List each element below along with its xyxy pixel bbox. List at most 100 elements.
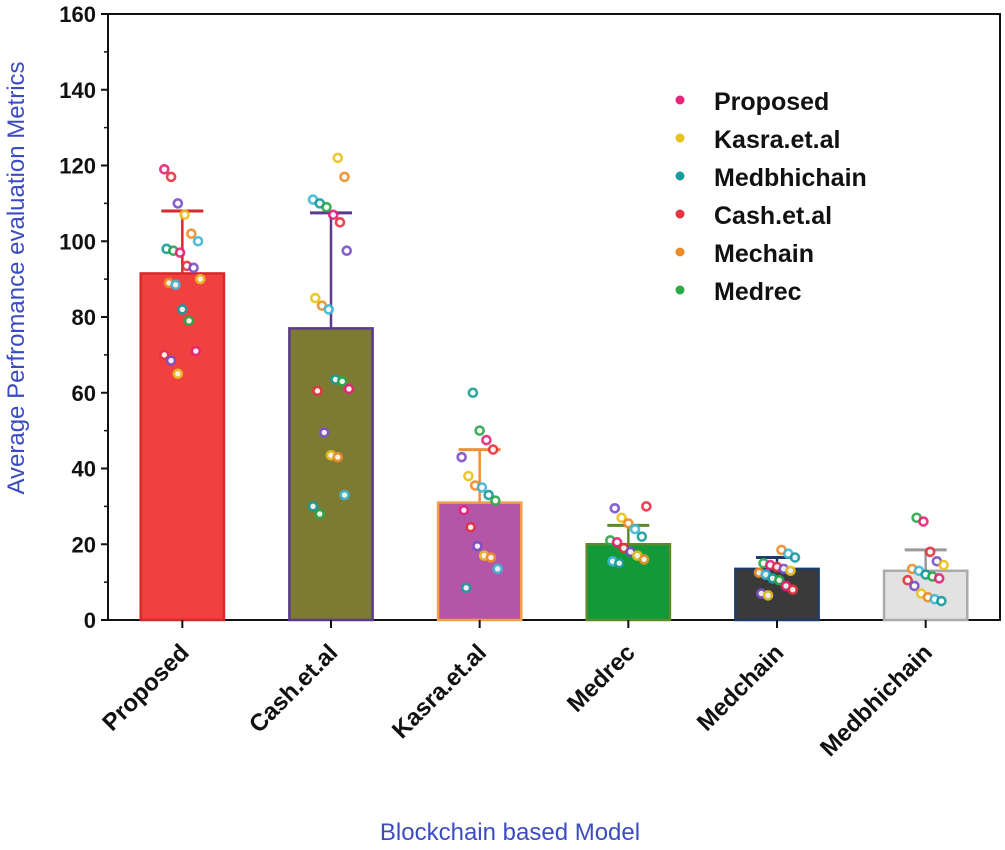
scatter-point [623, 518, 634, 529]
legend-marker [675, 285, 685, 295]
legend-marker [675, 95, 685, 105]
scatter-point [476, 482, 488, 493]
scatter-point [327, 209, 339, 221]
scatter-point [195, 273, 206, 285]
scatter-point [490, 495, 501, 506]
scatter-point [318, 427, 330, 438]
scatter-point [336, 376, 348, 387]
scatter-point [458, 504, 470, 516]
scatter-point [787, 584, 799, 596]
scatter-point [309, 292, 321, 304]
y-tick-label: 0 [84, 608, 96, 633]
x-tick-label: Kasra.et.al [387, 639, 492, 744]
bar-cash-et-al [288, 327, 374, 622]
scatter-point [192, 235, 204, 247]
scatter-point [902, 574, 913, 586]
scatter-point [785, 565, 796, 577]
scatter-point [614, 557, 625, 569]
scatter-point [924, 546, 936, 558]
scatter-point [487, 444, 499, 455]
x-tick-label: Medchain [692, 639, 789, 736]
scatter-point [456, 451, 467, 463]
error-bar-group [161, 209, 947, 571]
legend-marker [675, 247, 685, 257]
scatter-point [909, 580, 920, 592]
scatter-point [172, 198, 184, 209]
legend: Proposed Kasra.et.al Medbhichain Cash.et.al… [675, 88, 867, 306]
legend-marker [675, 209, 685, 219]
scatter-point [332, 152, 344, 164]
scatter-point [474, 425, 485, 436]
bar-group [139, 272, 969, 622]
scatter-point [172, 368, 184, 380]
scatter-point [638, 554, 650, 565]
scatter-point [465, 521, 476, 533]
y-axis-title: Average Perfromance evaluation Metrics [3, 61, 30, 494]
scatter-point [339, 171, 350, 183]
y-tick-label: 140 [59, 78, 96, 103]
scatter-point [307, 501, 319, 512]
scatter-point [159, 349, 170, 361]
scatter-point [611, 537, 623, 548]
y-tick-label: 160 [59, 2, 96, 27]
x-tick-label: Medrec [562, 639, 641, 718]
y-tick-label: 60 [72, 381, 96, 406]
scatter-point-group [159, 152, 949, 607]
x-tick-label: Cash.et.al [244, 639, 343, 738]
scatter-point [463, 470, 474, 482]
y-axis: 0 20 40 60 80 100 120 140 160 [59, 2, 108, 633]
legend-label: Kasra.et.al [714, 126, 840, 154]
legend-label: Mechain [714, 240, 814, 268]
scatter-point [341, 245, 353, 257]
scatter-point [174, 247, 186, 258]
scatter-point [159, 163, 170, 175]
y-tick-label: 40 [72, 457, 96, 482]
scatter-point [334, 217, 346, 228]
scatter-point [938, 559, 949, 571]
legend-marker [675, 133, 685, 143]
scatter-point [933, 573, 945, 584]
plot-frame [107, 13, 1001, 621]
scatter-point [472, 540, 483, 552]
legend-label: Medrec [714, 278, 802, 306]
scatter-point [186, 228, 197, 239]
scatter-point [170, 279, 181, 291]
scatter-point [343, 383, 355, 395]
bar-proposed [139, 272, 226, 622]
x-axis: Proposed Cash.et.al Kasra.et.al Medrec Medch… [97, 620, 938, 762]
scatter-point [177, 304, 188, 315]
scatter-point [321, 201, 332, 213]
legend-label: Cash.et.al [714, 202, 832, 230]
y-tick-label: 20 [72, 532, 96, 557]
bar-medrec [585, 543, 672, 622]
bar-kasra-et-al [436, 501, 523, 622]
scatter-point [492, 563, 503, 575]
scatter-point [936, 595, 947, 607]
legend-marker [675, 171, 685, 181]
scatter-point [641, 501, 652, 512]
scatter-point [188, 262, 199, 274]
legend-label: Medbhichain [714, 164, 867, 192]
scatter-point [332, 451, 344, 463]
scatter-point [609, 502, 621, 514]
y-tick-label: 100 [59, 229, 96, 254]
plot-border [107, 13, 1001, 621]
scatter-point [773, 574, 785, 586]
legend-label: Proposed [714, 88, 829, 116]
scatter-point [789, 552, 801, 563]
scatter-point [460, 582, 472, 594]
scatter-point [762, 590, 774, 601]
scatter-point [485, 552, 497, 563]
scatter-point [629, 523, 641, 535]
scatter-point [616, 512, 627, 524]
scatter-point [312, 385, 323, 397]
scatter-point [165, 355, 177, 366]
scatter-point [323, 304, 335, 315]
scatter-point [483, 489, 494, 501]
y-tick-label: 80 [72, 305, 96, 330]
scatter-point [165, 171, 177, 183]
x-axis-title: Blockchain based Model [380, 819, 640, 846]
scatter-point [636, 531, 648, 542]
scatter-point [190, 345, 202, 357]
